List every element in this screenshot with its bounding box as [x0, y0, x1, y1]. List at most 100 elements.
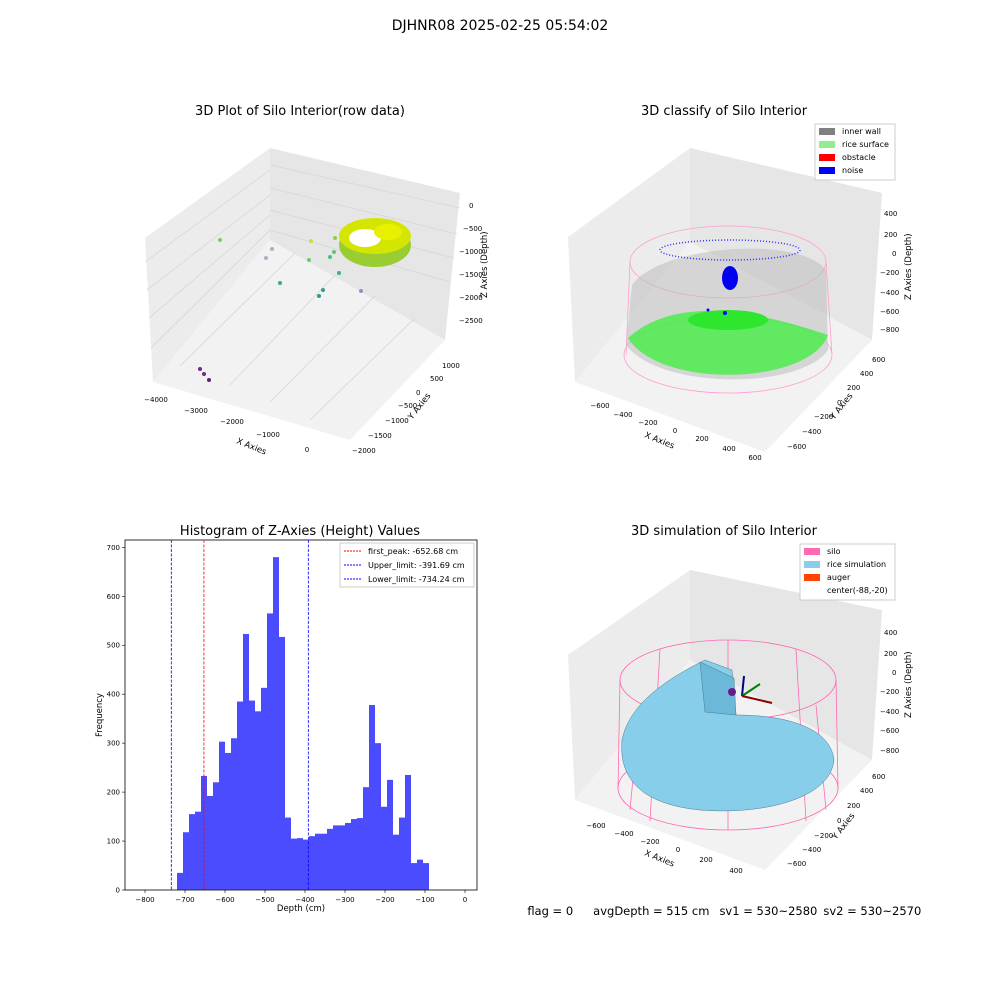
legend-label: rice surface	[842, 140, 889, 149]
y-tick-label: 0	[116, 887, 120, 895]
histogram-bar	[207, 796, 213, 890]
legend-label: inner wall	[842, 127, 881, 136]
svg-text:0: 0	[676, 846, 680, 854]
raw-xtick: −4000	[144, 396, 168, 404]
histogram-title: Histogram of Z-Axies (Height) Values	[179, 524, 421, 539]
svg-text:200: 200	[699, 856, 712, 864]
classify-xlabel: X Axies	[643, 431, 676, 452]
classify-xticks: −600 −400 −200 0 200 400 600	[590, 402, 761, 462]
y-tick-label: 300	[107, 740, 120, 748]
raw-xtick: −2000	[220, 418, 244, 426]
x-tick-label: −800	[135, 896, 154, 904]
histogram-bar	[339, 825, 345, 890]
legend-label: Upper_limit: -391.69 cm	[368, 561, 465, 570]
status-line: flag = 0 avgDepth = 515 cm sv1 = 530~2580 s…	[520, 890, 931, 918]
raw-zlabel: Z Axies (Depth)	[480, 231, 490, 298]
raw-panes	[145, 148, 460, 440]
classify-3d-plot: inner wall rice surface obstacle noise −…	[568, 123, 914, 462]
histogram-yticks: 0 100 200 300 400 500 600 700	[107, 544, 125, 895]
simulation-3d-plot: silo rice simulation auger center(-88,-2…	[568, 543, 914, 875]
svg-text:−800: −800	[880, 326, 899, 334]
svg-text:200: 200	[695, 435, 708, 443]
histogram-xlabel: Depth (cm)	[277, 904, 325, 914]
svg-text:200: 200	[847, 384, 860, 392]
histogram-bar	[321, 833, 327, 890]
raw-plot-title: 3D Plot of Silo Interior(row data)	[195, 104, 405, 119]
histogram-legend: first_peak: -652.68 cm Upper_limit: -391…	[339, 542, 475, 588]
raw-zticks: 0 −500 −1000 −1500 −2000 −2500	[459, 202, 483, 325]
histogram-bar	[411, 863, 417, 890]
x-tick-label: −100	[415, 896, 434, 904]
flag-text: flag = 0	[527, 904, 574, 918]
classify-rice-surface	[628, 310, 828, 375]
svg-text:−800: −800	[880, 747, 899, 755]
histogram-bar	[255, 711, 261, 890]
x-tick-label: −200	[375, 896, 394, 904]
histogram-bar	[423, 863, 429, 890]
auger-axes	[728, 675, 773, 704]
histogram-bar	[405, 774, 411, 890]
classify-zticks: 400 200 0 −200 −400 −600 −800	[880, 210, 899, 334]
svg-text:0: 0	[837, 399, 841, 407]
histogram-bar	[417, 859, 423, 890]
legend-swatch	[804, 548, 820, 555]
svg-text:−400: −400	[613, 411, 632, 419]
svg-text:0: 0	[673, 427, 677, 435]
raw-xtick: −1000	[256, 431, 280, 439]
histogram-bar	[189, 814, 195, 890]
svg-text:400: 400	[884, 629, 897, 637]
rice-simulation-surface	[621, 659, 835, 812]
histogram-bar	[315, 833, 321, 890]
svg-text:−600: −600	[586, 822, 605, 830]
raw-ztick: 0	[469, 202, 473, 210]
legend-label: noise	[842, 166, 863, 175]
histogram-chart: −800 −700 −600 −500 −400 −300 −200 −100 0 0 100 20…	[95, 539, 478, 914]
x-tick-label: −400	[295, 896, 314, 904]
histogram-bar	[219, 741, 225, 890]
svg-text:400: 400	[860, 787, 873, 795]
x-tick-label: −300	[335, 896, 354, 904]
raw-xlabel: X Axies	[235, 437, 268, 458]
histogram-bar	[387, 779, 393, 890]
simulation-zlabel: Z Axies (Depth)	[904, 651, 914, 718]
histogram-bar	[345, 822, 351, 890]
histogram-bar	[399, 817, 405, 890]
svg-text:400: 400	[729, 867, 742, 875]
svg-text:−600: −600	[880, 308, 899, 316]
figure-title: DJHNR08 2025-02-25 05:54:02	[391, 18, 609, 34]
raw-ytick: −2000	[352, 447, 376, 455]
histogram-bar	[279, 636, 285, 890]
svg-text:−400: −400	[614, 830, 633, 838]
svg-text:−600: −600	[787, 860, 806, 868]
svg-text:−600: −600	[787, 443, 806, 451]
histogram-bar	[369, 704, 375, 890]
raw-ytick: −1000	[385, 417, 409, 425]
classify-yticks: 600 400 200 0 −200 −400 −600	[787, 356, 885, 451]
svg-text:−600: −600	[590, 402, 609, 410]
raw-xtick: 0	[305, 446, 309, 454]
histogram-bar	[267, 613, 273, 890]
histogram-bar	[177, 872, 183, 890]
raw-ztick: −500	[463, 225, 482, 233]
histogram-bar	[393, 834, 399, 890]
simulation-yticks: 600 400 200 0 −200 −400 −600	[787, 773, 885, 868]
legend-label: auger	[827, 573, 851, 582]
legend-label: first_peak: -652.68 cm	[368, 547, 458, 556]
raw-ztick: −2500	[459, 317, 483, 325]
legend-swatch	[804, 574, 820, 581]
x-tick-label: −500	[255, 896, 274, 904]
svg-text:600: 600	[748, 454, 761, 462]
y-tick-label: 400	[107, 691, 120, 699]
raw-ytick: 0	[416, 389, 420, 397]
histogram-frame	[124, 539, 478, 891]
raw-surface-blob	[339, 218, 411, 267]
histogram-bar	[285, 817, 291, 890]
svg-text:−400: −400	[880, 708, 899, 716]
svg-text:−200: −200	[638, 419, 657, 427]
raw-xtick: −3000	[184, 407, 208, 415]
histogram-bar	[309, 836, 315, 890]
simulation-xticks: −600 −400 −200 0 200 400	[586, 822, 742, 875]
histogram-bar	[261, 687, 267, 890]
histogram-bar	[303, 839, 309, 890]
sv2-text: sv2 = 530~2570	[823, 904, 922, 918]
